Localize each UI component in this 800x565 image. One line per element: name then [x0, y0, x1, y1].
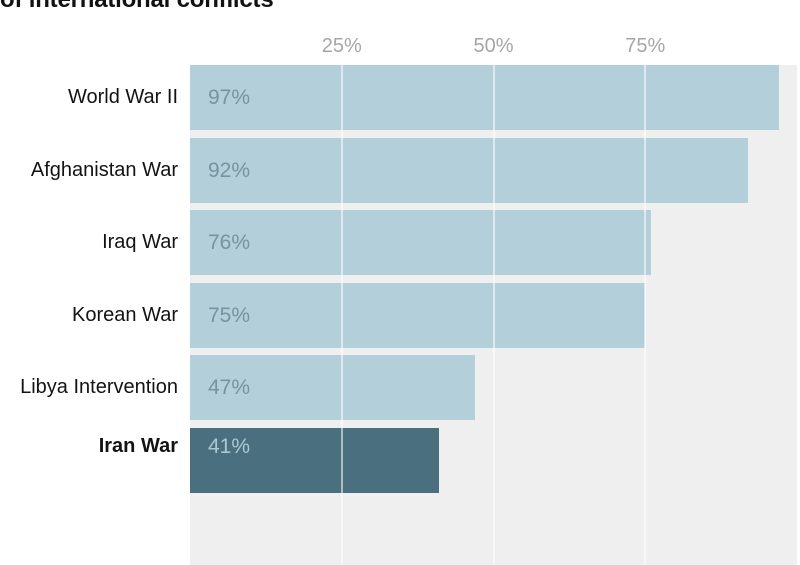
- plot-area: 25% 50% 75% 97% 92% 76% 75% 47% 41%: [190, 35, 797, 565]
- bar-row: 92%: [190, 137, 797, 203]
- value-label: 92%: [208, 158, 251, 182]
- category-label: Afghanistan War: [30, 158, 178, 181]
- bar: [190, 210, 652, 275]
- bar: [190, 137, 749, 203]
- category-label: Libya Intervention: [20, 376, 178, 398]
- bar-row: 76%: [190, 210, 797, 275]
- category-labels-column: World War II Afghanistan War Iraq War Korea…: [0, 65, 178, 457]
- category-label: Iran War: [98, 434, 178, 457]
- bar: [190, 355, 476, 420]
- value-label: 41%: [208, 434, 251, 458]
- gridline: [340, 65, 343, 565]
- value-label: 76%: [208, 231, 251, 254]
- x-axis-tick-label: 25%: [321, 35, 362, 57]
- value-label: 75%: [208, 303, 251, 327]
- bar-row: 47%: [190, 355, 797, 420]
- bar: [190, 65, 779, 130]
- category-label: Korean War: [72, 303, 178, 326]
- value-label: 97%: [208, 86, 251, 109]
- x-axis-tick-label: 50%: [473, 35, 514, 57]
- category-label: World War II: [67, 86, 178, 108]
- category-label: Iraq War: [102, 231, 178, 253]
- gridline: [492, 65, 495, 565]
- x-axis-tick-label: 75%: [625, 35, 666, 57]
- bar: [190, 282, 646, 348]
- gridline: [644, 65, 647, 565]
- value-label: 47%: [208, 376, 251, 399]
- chart-title: of international conflicts: [0, 0, 274, 14]
- bar-row: 75%: [190, 282, 797, 348]
- bar-row: 97%: [190, 65, 797, 130]
